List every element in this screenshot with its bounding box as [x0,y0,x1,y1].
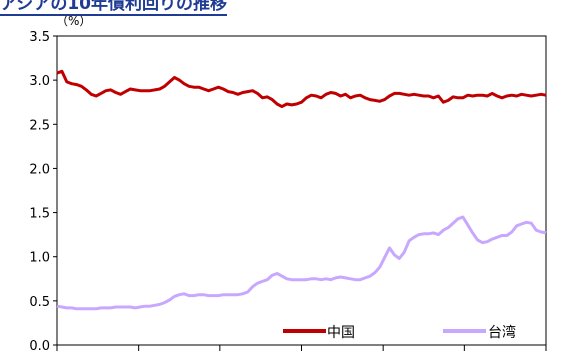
y-tick-label: 2.0 [29,162,50,177]
y-tick-label: 3.0 [29,74,50,89]
legend-label: 中国 [327,325,355,341]
series-line-taiwan [56,215,547,311]
legend: 中国 台湾 [283,324,516,341]
y-tick-label: 2.5 [29,118,50,133]
series-line-china [56,69,547,109]
legend-label: 台湾 [488,324,516,341]
y-axis-unit: （%） [56,14,91,28]
y-tick-label: 3.5 [29,30,50,45]
y-tick-label: 1.0 [29,251,50,266]
y-tick-label: 0.0 [29,339,50,354]
y-tick-label: 1.5 [29,207,50,222]
axes: 0.0 0.5 1.0 1.5 2.0 2.5 3.0 3.5 （%） [29,14,547,354]
series-lines [56,69,547,311]
chart-title: アジアの10年債利回りの推移 [0,0,227,16]
plot-frame [56,35,547,346]
y-tick-label: 0.5 [29,295,50,310]
